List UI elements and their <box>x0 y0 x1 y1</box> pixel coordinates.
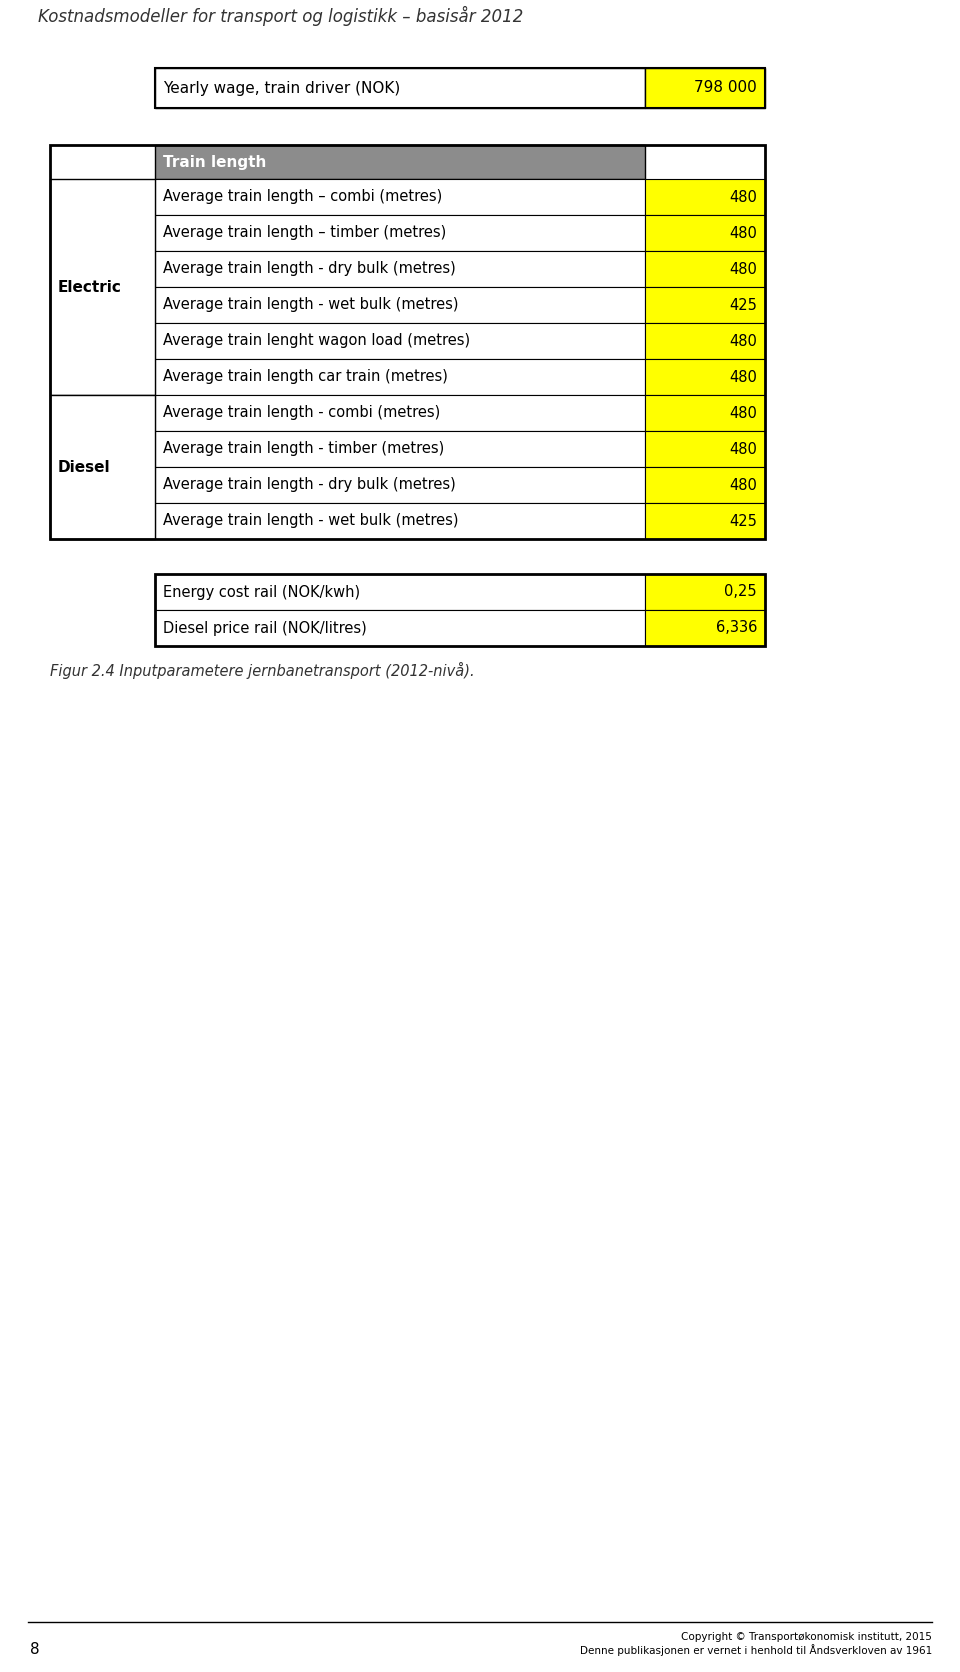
Text: Average train length – combi (metres): Average train length – combi (metres) <box>163 189 443 204</box>
Bar <box>50 179 155 395</box>
Bar <box>50 145 765 538</box>
Text: 480: 480 <box>730 189 757 204</box>
Text: Copyright © Transportøkonomisk institutt, 2015: Copyright © Transportøkonomisk institutt… <box>682 1632 932 1642</box>
Text: 798 000: 798 000 <box>694 80 757 95</box>
Bar <box>645 251 765 288</box>
Text: Average train length - wet bulk (metres): Average train length - wet bulk (metres) <box>163 298 459 313</box>
Text: Electric: Electric <box>58 279 122 294</box>
Bar <box>645 216 765 251</box>
Bar <box>645 359 765 395</box>
Text: Average train length car train (metres): Average train length car train (metres) <box>163 370 448 385</box>
Bar <box>155 179 645 216</box>
Text: Diesel price rail (NOK/litres): Diesel price rail (NOK/litres) <box>163 620 367 635</box>
Bar <box>155 610 645 645</box>
Text: 6,336: 6,336 <box>715 620 757 635</box>
Text: 480: 480 <box>730 261 757 276</box>
Bar <box>155 69 645 109</box>
Bar <box>155 573 645 610</box>
Text: Average train length - timber (metres): Average train length - timber (metres) <box>163 441 444 456</box>
Bar <box>155 503 645 538</box>
Bar <box>645 288 765 323</box>
Text: Average train length – timber (metres): Average train length – timber (metres) <box>163 226 446 241</box>
Text: 480: 480 <box>730 478 757 493</box>
Text: Kostnadsmodeller for transport og logistikk – basisår 2012: Kostnadsmodeller for transport og logist… <box>38 7 523 27</box>
Bar <box>155 323 645 359</box>
Text: 480: 480 <box>730 333 757 348</box>
Text: Denne publikasjonen er vernet i henhold til Åndsverkloven av 1961: Denne publikasjonen er vernet i henhold … <box>580 1644 932 1655</box>
Bar <box>155 573 765 645</box>
Bar <box>155 288 645 323</box>
Bar <box>645 179 765 216</box>
Bar <box>645 431 765 466</box>
Bar <box>155 466 645 503</box>
Text: Average train length - combi (metres): Average train length - combi (metres) <box>163 406 441 420</box>
Text: Yearly wage, train driver (NOK): Yearly wage, train driver (NOK) <box>163 80 400 95</box>
Bar <box>50 395 155 538</box>
Bar <box>155 359 645 395</box>
Bar <box>155 69 765 109</box>
Text: 425: 425 <box>730 513 757 528</box>
Text: Average train length - dry bulk (metres): Average train length - dry bulk (metres) <box>163 478 456 493</box>
Bar <box>645 323 765 359</box>
Text: 0,25: 0,25 <box>725 585 757 600</box>
Text: 480: 480 <box>730 370 757 385</box>
Bar <box>155 216 645 251</box>
Text: Average train lenght wagon load (metres): Average train lenght wagon load (metres) <box>163 333 470 348</box>
Text: Energy cost rail (NOK/kwh): Energy cost rail (NOK/kwh) <box>163 585 360 600</box>
Bar <box>645 503 765 538</box>
Bar <box>155 145 645 179</box>
Bar <box>645 610 765 645</box>
Text: Average train length - dry bulk (metres): Average train length - dry bulk (metres) <box>163 261 456 276</box>
Text: Average train length - wet bulk (metres): Average train length - wet bulk (metres) <box>163 513 459 528</box>
Text: 425: 425 <box>730 298 757 313</box>
Text: 8: 8 <box>30 1642 39 1657</box>
Text: 480: 480 <box>730 441 757 456</box>
Text: 480: 480 <box>730 226 757 241</box>
Bar <box>645 395 765 431</box>
Bar <box>645 573 765 610</box>
Bar <box>155 251 645 288</box>
Text: 480: 480 <box>730 406 757 420</box>
Bar <box>645 69 765 109</box>
Text: Figur 2.4 Inputparametere jernbanetransport (2012-nivå).: Figur 2.4 Inputparametere jernbanetransp… <box>50 662 474 679</box>
Text: Diesel: Diesel <box>58 460 110 475</box>
Bar <box>155 431 645 466</box>
Text: Train length: Train length <box>163 154 266 169</box>
Bar <box>155 395 645 431</box>
Bar <box>645 466 765 503</box>
